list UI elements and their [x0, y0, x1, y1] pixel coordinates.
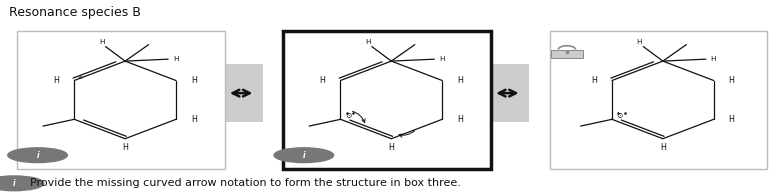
Text: ⊙: ⊙ [345, 111, 352, 120]
Text: H: H [591, 76, 597, 85]
FancyBboxPatch shape [219, 64, 262, 122]
Text: Resonance species B: Resonance species B [9, 6, 141, 19]
Text: H: H [439, 56, 445, 62]
Text: Provide the missing curved arrow notation to form the structure in box three.: Provide the missing curved arrow notatio… [30, 178, 460, 188]
Circle shape [274, 148, 334, 163]
Text: H: H [660, 143, 666, 152]
Text: H: H [173, 56, 179, 62]
FancyBboxPatch shape [550, 31, 767, 169]
Text: H: H [388, 143, 395, 152]
Text: i: i [302, 151, 305, 160]
FancyBboxPatch shape [485, 64, 529, 122]
Text: ⊙: ⊙ [617, 111, 623, 120]
Circle shape [0, 176, 44, 191]
Text: H: H [457, 115, 463, 124]
FancyBboxPatch shape [283, 31, 491, 169]
Text: H: H [191, 76, 197, 85]
Text: H: H [53, 76, 60, 85]
FancyArrowPatch shape [352, 111, 365, 122]
Text: i: i [36, 151, 39, 160]
Text: H: H [365, 39, 370, 45]
Text: H: H [191, 115, 197, 124]
Text: H: H [319, 76, 326, 85]
Text: i: i [13, 179, 16, 188]
Text: ·e: ·e [78, 75, 84, 80]
Text: H: H [711, 56, 716, 62]
Text: H: H [637, 39, 642, 45]
Text: H: H [729, 115, 734, 124]
FancyArrowPatch shape [399, 131, 415, 137]
FancyBboxPatch shape [17, 31, 225, 169]
Circle shape [8, 148, 67, 163]
Text: H: H [122, 143, 128, 152]
Text: H: H [457, 76, 463, 85]
FancyBboxPatch shape [551, 50, 583, 58]
Text: H: H [729, 76, 734, 85]
Text: H: H [99, 39, 104, 45]
